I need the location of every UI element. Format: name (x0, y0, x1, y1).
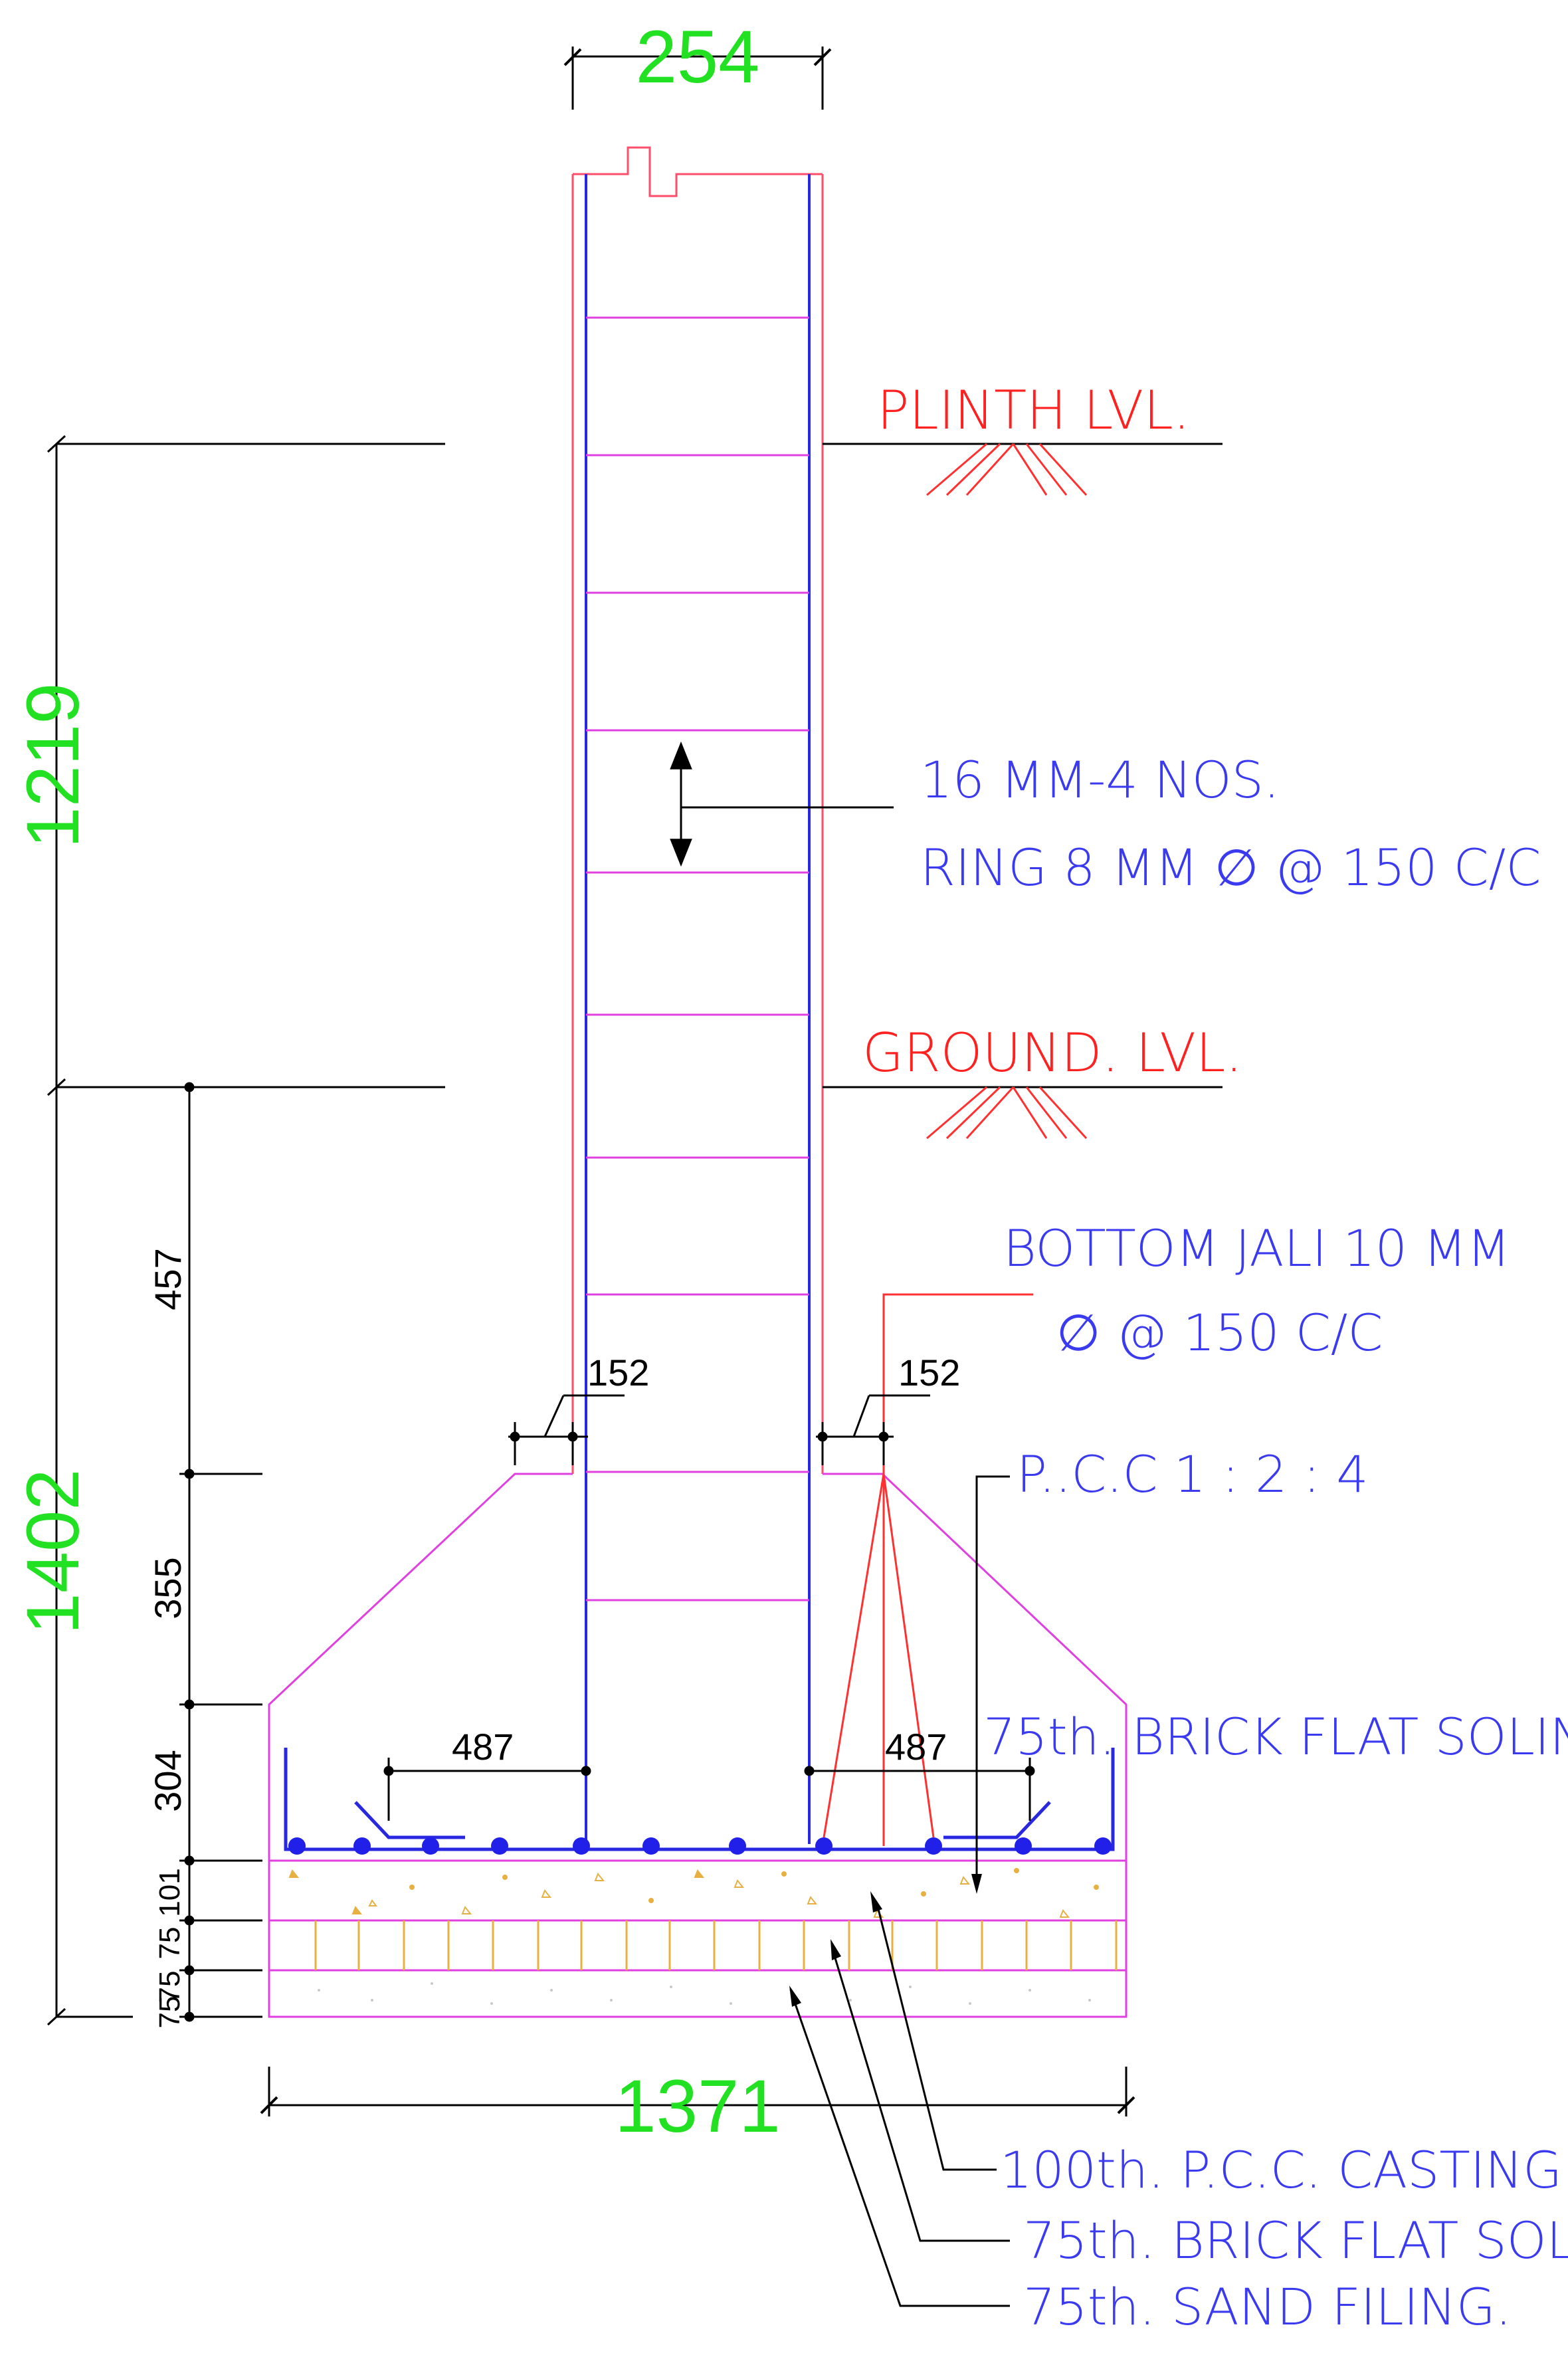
offset-dimensions (508, 1394, 930, 1465)
stirrup-spacing-callout: 16 MM-4 NOS. RING 8 MM ∅ @ 150 C/C (670, 741, 1541, 897)
bottom-mesh-bar (284, 1748, 1115, 1851)
plinth-level-marker: PLINTH LVL. (823, 379, 1223, 496)
layer-callouts (793, 1903, 1010, 2307)
dim-column-width: 254 (636, 15, 760, 98)
column-rebars (585, 174, 811, 1844)
footing-outline (268, 1473, 1127, 2018)
brick-soling-label: 75th. BRICK FLAT SOLING (1023, 2211, 1568, 2270)
left-overall-dimensions (47, 435, 445, 2026)
dim-bar-right: 487 (885, 1726, 947, 1768)
ground-level-label: GROUND. LVL. (862, 1022, 1242, 1084)
dim-offset-left: 152 (587, 1352, 649, 1393)
layer-callout-arrowheads (789, 1891, 882, 2007)
column-stirrups (586, 316, 809, 1601)
dim-footing-width: 1371 (615, 2065, 780, 2148)
footing-width-dimension (260, 2067, 1135, 2116)
dim-75-c: 75 (153, 1996, 186, 2029)
dim-75-b: 75 (153, 1971, 186, 2004)
bottom-mesh-bars-section (288, 1837, 1112, 1855)
pcc-ratio-callout: P..C.C 1 : 2 : 4 (971, 1445, 1369, 1894)
pcc-ratio-label: P..C.C 1 : 2 : 4 (1017, 1445, 1369, 1504)
dim-304: 304 (147, 1750, 189, 1811)
dim-bar-left: 487 (452, 1726, 514, 1768)
bar-length-dimensions (383, 1758, 1035, 1821)
dim-101: 101 (153, 1868, 186, 1916)
layer-dimension-chain (179, 1082, 262, 2022)
column-bars-note: 16 MM-4 NOS. (920, 750, 1280, 809)
pcc-casting-label: 100th. P.C.C. CASTING (1000, 2140, 1562, 2200)
brick-soling-hatch (314, 1920, 1118, 1970)
column-ring-note: RING 8 MM ∅ @ 150 C/C (920, 838, 1541, 897)
dim-upper-height: 1219 (11, 682, 94, 848)
sand-filling-label: 75th. SAND FILING. (1023, 2277, 1512, 2336)
column-outline (571, 146, 824, 1474)
bottom-jali-note: BOTTOM JALI 10 MM ∅ @ 150 C/C (1003, 1219, 1510, 1362)
dim-lower-height: 1402 (11, 1469, 94, 1634)
column-width-dimension: 254 (563, 15, 832, 110)
bottom-jali-line1: BOTTOM JALI 10 MM (1003, 1219, 1510, 1278)
dim-457: 457 (147, 1248, 189, 1310)
brick-soling-top-label: 75th. BRICK FLAT SOLING (983, 1707, 1568, 1766)
dim-355: 355 (147, 1557, 189, 1619)
bottom-jali-line2: ∅ @ 150 C/C (1056, 1303, 1383, 1362)
plinth-level-label: PLINTH LVL. (877, 379, 1190, 441)
bottom-jali-leaders (823, 1293, 1033, 1846)
pcc-casting-hatch (288, 1868, 1099, 1918)
dim-offset-right: 152 (898, 1352, 960, 1393)
ground-level-marker: GROUND. LVL. (823, 1022, 1242, 1140)
dim-75-a: 75 (153, 1927, 186, 1960)
sand-filling-hatch (318, 1982, 1091, 2005)
